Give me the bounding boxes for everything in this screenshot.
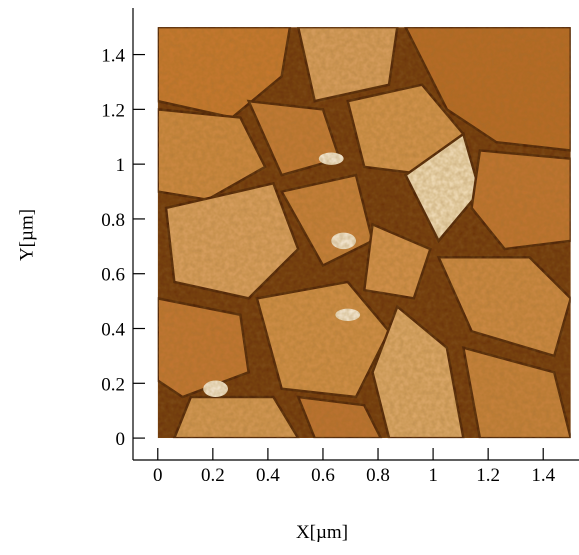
afm-image bbox=[157, 27, 571, 439]
y-tick-label: 0.6 bbox=[101, 265, 125, 286]
y-axis-label: Y[µm] bbox=[16, 209, 37, 261]
x-axis-label: X[µm] bbox=[296, 522, 348, 543]
x-tick-label: 1.4 bbox=[531, 465, 555, 486]
x-tick-label: 1.2 bbox=[476, 465, 500, 486]
y-tick-label: 1 bbox=[116, 155, 126, 176]
y-tick-label: 0.4 bbox=[101, 320, 125, 341]
x-tick-label: 0.4 bbox=[256, 465, 280, 486]
x-tick-label: 0.8 bbox=[366, 465, 390, 486]
y-tick-label: 0 bbox=[116, 429, 126, 450]
x-tick-label: 0 bbox=[153, 465, 163, 486]
y-tick-label: 1.4 bbox=[101, 46, 125, 67]
y-tick-label: 1.2 bbox=[101, 100, 125, 121]
y-tick-label: 0.8 bbox=[101, 210, 125, 231]
x-tick-label: 1 bbox=[428, 465, 438, 486]
y-tick-label: 0.2 bbox=[101, 374, 125, 395]
x-tick-label: 0.2 bbox=[201, 465, 225, 486]
x-tick-label: 0.6 bbox=[311, 465, 335, 486]
